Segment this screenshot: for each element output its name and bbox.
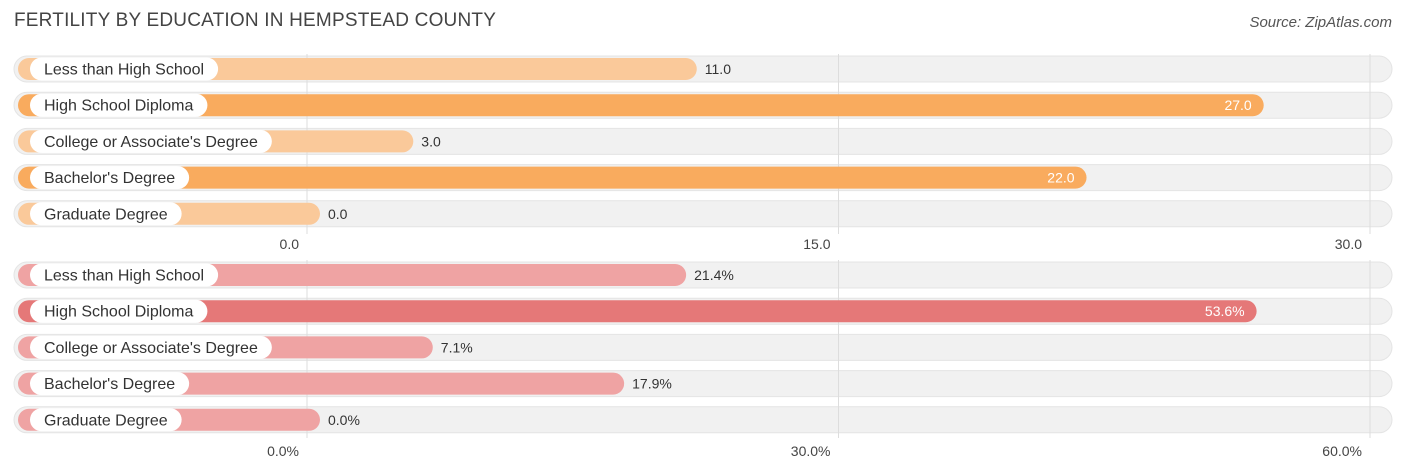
category-label: Less than High School: [44, 268, 204, 285]
value-label: 0.0%: [328, 412, 360, 428]
tick-label: 30.0: [1335, 236, 1362, 252]
value-label: 11.0: [705, 61, 731, 77]
category-label: Bachelor's Degree: [44, 170, 175, 187]
tick-label: 60.0%: [1322, 443, 1362, 459]
value-label: 53.6%: [1205, 303, 1245, 319]
row-track: [13, 406, 1393, 434]
category-label: Bachelor's Degree: [44, 376, 175, 393]
category-label-pill: [30, 335, 272, 359]
chart-title: FERTILITY BY EDUCATION IN HEMPSTEAD COUN…: [14, 10, 497, 31]
value-label: 21.4%: [694, 267, 734, 283]
tick-label: 0.0%: [267, 443, 299, 459]
category-label: College or Associate's Degree: [44, 340, 258, 357]
category-label-pill: [30, 93, 208, 117]
bar: [18, 300, 1257, 323]
chart-panel-1: Less than High School 11.0 High School Dip…: [13, 54, 1393, 252]
category-label-pill: [30, 263, 219, 287]
bar: [18, 166, 1087, 189]
category-label: High School Diploma: [44, 98, 194, 115]
category-label: High School Diploma: [44, 304, 194, 321]
category-label-pill: [30, 57, 219, 81]
row-track: [13, 200, 1393, 228]
category-label: College or Associate's Degree: [44, 134, 258, 151]
category-label: Graduate Degree: [44, 412, 168, 429]
bar: [18, 94, 1264, 117]
tick-label: 15.0: [803, 236, 830, 252]
category-label: Less than High School: [44, 62, 204, 79]
value-label: 27.0: [1224, 97, 1251, 113]
value-label: 0.0: [328, 206, 348, 222]
category-label-pill: [30, 372, 190, 396]
tick-label: 0.0: [280, 236, 300, 252]
value-label: 7.1%: [441, 339, 473, 355]
chart-panel-2: Less than High School 21.4% High School Di…: [13, 260, 1393, 459]
category-label: Graduate Degree: [44, 206, 168, 223]
category-label-pill: [30, 408, 182, 432]
category-label-pill: [30, 129, 272, 153]
value-label: 22.0: [1047, 170, 1074, 186]
tick-label: 30.0%: [791, 443, 831, 459]
category-label-pill: [30, 202, 182, 226]
value-label: 3.0: [421, 133, 441, 149]
source-credit: Source: ZipAtlas.com: [1249, 14, 1392, 31]
category-label-pill: [30, 299, 208, 323]
category-label-pill: [30, 166, 190, 190]
value-label: 17.9%: [632, 376, 672, 392]
